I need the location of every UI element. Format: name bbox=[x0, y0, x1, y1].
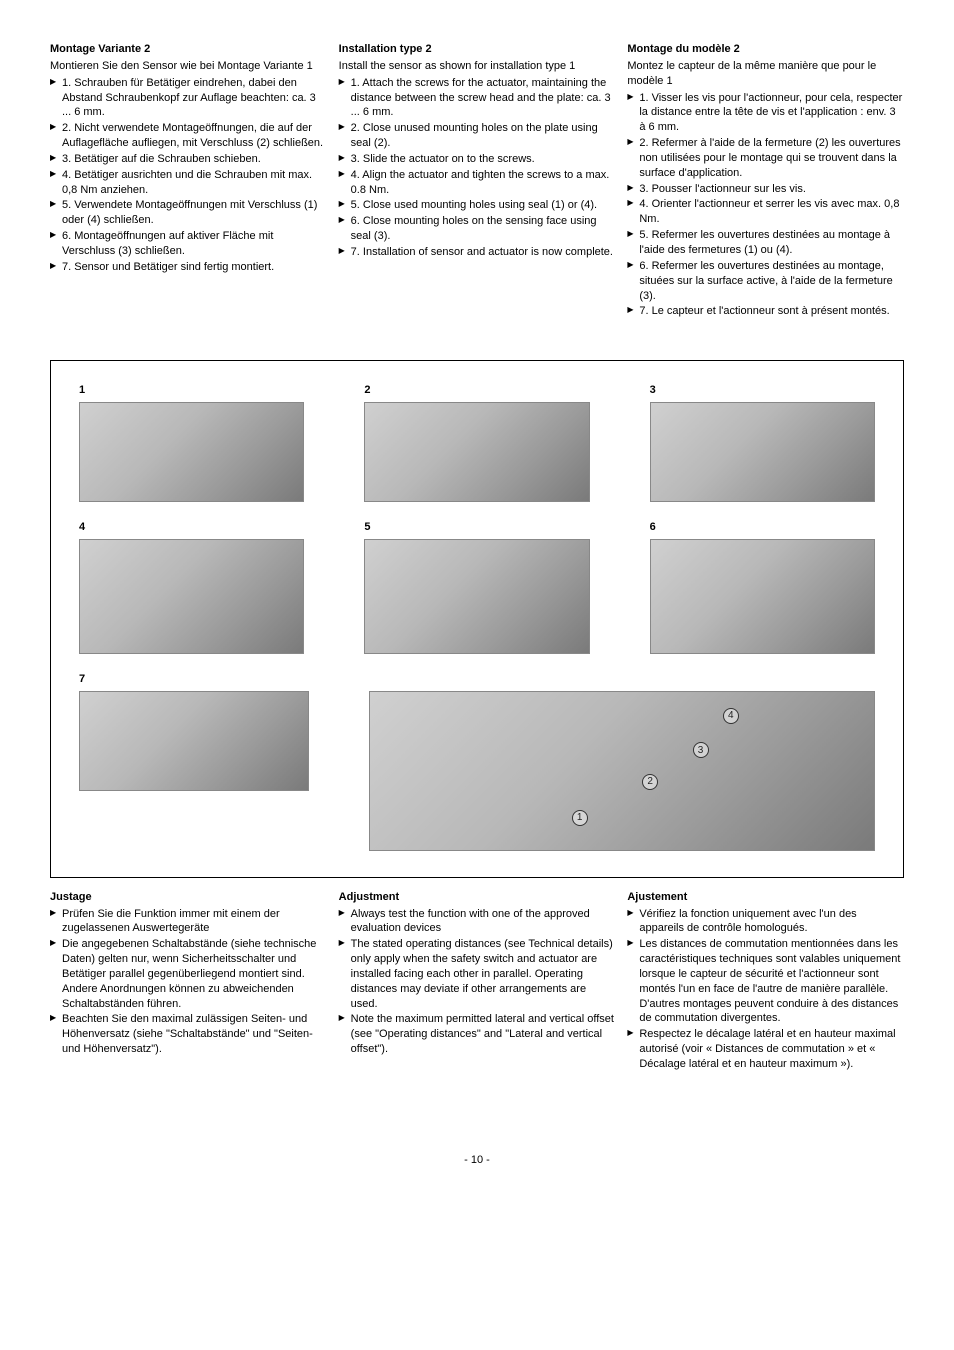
list-item: 3. Betätiger auf die Schrauben schieben. bbox=[50, 152, 327, 167]
title-de: Montage Variante 2 bbox=[50, 42, 327, 57]
list-item: 6. Refermer les ouvertures destinées au … bbox=[627, 259, 904, 304]
list-item: Die angegebenen Schaltabstände (siehe te… bbox=[50, 937, 327, 1011]
fig-1: 1 bbox=[79, 383, 304, 502]
figure-box: 1 2 3 4 5 6 bbox=[50, 360, 904, 878]
fig-4: 4 bbox=[79, 520, 304, 654]
fig-image bbox=[650, 539, 875, 654]
fig-2: 2 bbox=[364, 383, 589, 502]
list-item: Respectez le décalage latéral et en haut… bbox=[627, 1027, 904, 1072]
fig-label: 6 bbox=[650, 520, 875, 535]
list-item: 1. Attach the screws for the actuator, m… bbox=[339, 76, 616, 121]
adjust-section: Justage Prüfen Sie die Funktion immer mi… bbox=[50, 890, 904, 1073]
callout-1: 1 bbox=[572, 810, 588, 826]
list-item: 4. Align the actuator and tighten the sc… bbox=[339, 168, 616, 198]
fig-3: 3 bbox=[650, 383, 875, 502]
list-item: 7. Installation of sensor and actuator i… bbox=[339, 245, 616, 260]
list-item: 3. Slide the actuator on to the screws. bbox=[339, 152, 616, 167]
list-item: 5. Close used mounting holes using seal … bbox=[339, 198, 616, 213]
list-item: Vérifiez la fonction uniquement avec l'u… bbox=[627, 907, 904, 937]
list-item: 4. Betätiger ausrichten und die Schraube… bbox=[50, 168, 327, 198]
list-item: Note the maximum permitted lateral and v… bbox=[339, 1012, 616, 1057]
fig-image bbox=[79, 691, 309, 791]
adj-list-fr: Vérifiez la fonction uniquement avec l'u… bbox=[627, 907, 904, 1072]
adj-list-de: Prüfen Sie die Funktion immer mit einem … bbox=[50, 907, 327, 1057]
list-item: 1. Schrauben für Betätiger eindrehen, da… bbox=[50, 76, 327, 121]
list-item: 6. Close mounting holes on the sensing f… bbox=[339, 214, 616, 244]
callout-3: 3 bbox=[693, 742, 709, 758]
list-item: 7. Le capteur et l'actionneur sont à pré… bbox=[627, 304, 904, 319]
fig-image bbox=[79, 539, 304, 654]
list-item: Les distances de commutation mentionnées… bbox=[627, 937, 904, 1026]
list-item: 2. Refermer à l'aide de la fermeture (2)… bbox=[627, 136, 904, 181]
callout-4: 4 bbox=[723, 708, 739, 724]
callout-2: 2 bbox=[642, 774, 658, 790]
list-item: 5. Refermer les ouvertures destinées au … bbox=[627, 228, 904, 258]
install-section: Montage Variante 2 Montieren Sie den Sen… bbox=[50, 42, 904, 320]
adj-en: Adjustment Always test the function with… bbox=[339, 890, 616, 1073]
fig-6: 6 bbox=[650, 520, 875, 654]
list-item: 2. Close unused mounting holes on the pl… bbox=[339, 121, 616, 151]
col-de: Montage Variante 2 Montieren Sie den Sen… bbox=[50, 42, 327, 320]
adj-fr: Ajustement Vérifiez la fonction uniqueme… bbox=[627, 890, 904, 1073]
list-item: Beachten Sie den maximal zulässigen Seit… bbox=[50, 1012, 327, 1057]
fig-5: 5 bbox=[364, 520, 589, 654]
fig-image bbox=[79, 402, 304, 502]
list-en: 1. Attach the screws for the actuator, m… bbox=[339, 76, 616, 260]
title-fr: Montage du modèle 2 bbox=[627, 42, 904, 57]
list-fr: 1. Visser les vis pour l'actionneur, pou… bbox=[627, 91, 904, 320]
fig-seals: 4 3 2 1 bbox=[369, 672, 875, 851]
adj-title-de: Justage bbox=[50, 890, 327, 905]
title-en: Installation type 2 bbox=[339, 42, 616, 57]
fig-label bbox=[369, 672, 875, 687]
list-item: 6. Montageöffnungen auf aktiver Fläche m… bbox=[50, 229, 327, 259]
list-item: Always test the function with one of the… bbox=[339, 907, 616, 937]
fig-image bbox=[650, 402, 875, 502]
list-item: 7. Sensor und Betätiger sind fertig mont… bbox=[50, 260, 327, 275]
list-item: The stated operating distances (see Tech… bbox=[339, 937, 616, 1011]
fig-7: 7 bbox=[79, 672, 309, 851]
fig-image bbox=[364, 402, 589, 502]
list-item: 3. Pousser l'actionneur sur les vis. bbox=[627, 182, 904, 197]
adj-title-fr: Ajustement bbox=[627, 890, 904, 905]
list-de: 1. Schrauben für Betätiger eindrehen, da… bbox=[50, 76, 327, 275]
intro-en: Install the sensor as shown for installa… bbox=[339, 59, 616, 74]
adj-list-en: Always test the function with one of the… bbox=[339, 907, 616, 1057]
col-en: Installation type 2 Install the sensor a… bbox=[339, 42, 616, 320]
list-item: Prüfen Sie die Funktion immer mit einem … bbox=[50, 907, 327, 937]
fig-label: 7 bbox=[79, 672, 309, 687]
col-fr: Montage du modèle 2 Montez le capteur de… bbox=[627, 42, 904, 320]
fig-label: 4 bbox=[79, 520, 304, 535]
intro-fr: Montez le capteur de la même manière que… bbox=[627, 59, 904, 89]
list-item: 4. Orienter l'actionneur et serrer les v… bbox=[627, 197, 904, 227]
fig-label: 1 bbox=[79, 383, 304, 398]
fig-label: 3 bbox=[650, 383, 875, 398]
list-item: 5. Verwendete Montageöffnungen mit Versc… bbox=[50, 198, 327, 228]
fig-label: 5 bbox=[364, 520, 589, 535]
intro-de: Montieren Sie den Sensor wie bei Montage… bbox=[50, 59, 327, 74]
fig-label: 2 bbox=[364, 383, 589, 398]
list-item: 2. Nicht verwendete Montageöffnungen, di… bbox=[50, 121, 327, 151]
adj-de: Justage Prüfen Sie die Funktion immer mi… bbox=[50, 890, 327, 1073]
fig-image bbox=[364, 539, 589, 654]
fig-image: 4 3 2 1 bbox=[369, 691, 875, 851]
list-item: 1. Visser les vis pour l'actionneur, pou… bbox=[627, 91, 904, 136]
page-number: - 10 - bbox=[50, 1153, 904, 1168]
adj-title-en: Adjustment bbox=[339, 890, 616, 905]
